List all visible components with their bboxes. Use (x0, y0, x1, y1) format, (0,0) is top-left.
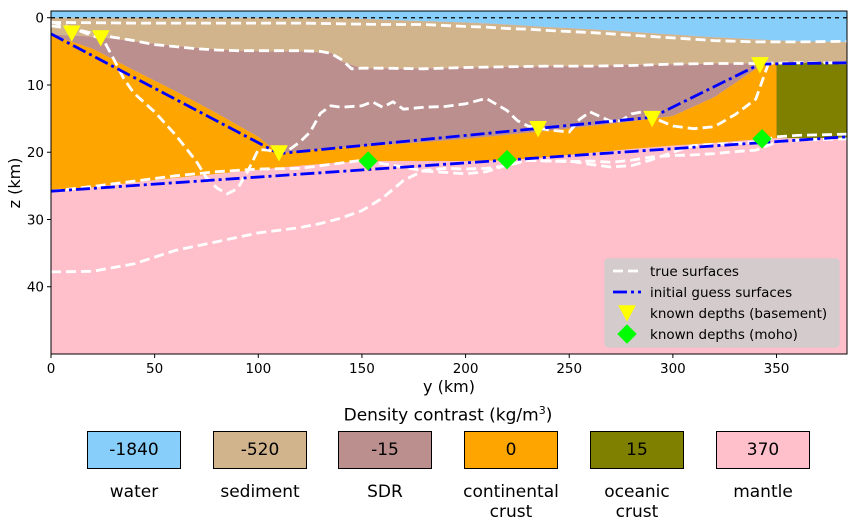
density-swatch: 15 (590, 431, 684, 469)
density-layer-label: oceanic crust (604, 482, 670, 522)
region-oceanic-crust (776, 62, 847, 139)
y-tick-label: 20 (27, 145, 44, 161)
density-swatch: -520 (213, 431, 307, 469)
x-tick-label: 0 (47, 361, 56, 377)
legend-label: known depths (moho) (650, 327, 798, 343)
legend-label: initial guess surfaces (650, 285, 792, 301)
y-axis: 0 10 20 30 40 (27, 11, 51, 296)
markers (62, 25, 772, 171)
series-line-true-surfaces-0 (51, 21, 847, 44)
density-contrast-title: Density contrast (kg/m3) (343, 404, 553, 426)
x-tick-label: 150 (349, 361, 375, 377)
density-value: -15 (371, 440, 399, 460)
legend-label: true surfaces (650, 264, 739, 280)
basement-point (643, 110, 661, 128)
density-layer-label: continental crust (463, 482, 559, 522)
x-tick-label: 50 (146, 361, 163, 377)
moho-point (497, 149, 517, 170)
basement-point (751, 57, 769, 74)
basement-point (529, 120, 547, 138)
y-tick-label: 40 (27, 280, 44, 296)
legend: true surfaces initial guess surfaces known… (604, 258, 840, 348)
density-value: 370 (746, 440, 780, 460)
legend-moho-marker (617, 324, 637, 344)
x-tick-label: 350 (764, 361, 790, 377)
legend-label: known depths (basement) (650, 306, 827, 322)
moho-point (358, 151, 378, 171)
x-tick-label: 100 (245, 361, 271, 377)
density-layer-label: SDR (367, 482, 403, 502)
density-swatch: 370 (716, 431, 810, 469)
basement-point (270, 145, 288, 162)
series-line-true-surfaces-2 (51, 20, 770, 196)
density-layer-label: water (109, 482, 159, 502)
density-value: -1840 (109, 440, 159, 460)
region-sdr (51, 34, 767, 154)
x-tick-label: 300 (660, 361, 686, 377)
density-swatch: -15 (338, 431, 432, 469)
legend-box (604, 258, 840, 348)
region-sediment (51, 17, 847, 69)
series-line-true-surfaces-1 (51, 24, 847, 71)
density-layer-label: sediment (220, 482, 300, 502)
density-value: 15 (626, 440, 648, 460)
region-water (51, 11, 847, 42)
region-continental-crust (51, 34, 777, 192)
basement-point (62, 25, 81, 42)
y-axis-label: z (km) (5, 158, 24, 209)
x-axis: 0 50 100 150 200 250 300 350 (47, 354, 790, 377)
x-axis-label: y (km) (423, 377, 475, 396)
density-swatch: 0 (464, 431, 558, 469)
legend-basement-marker (618, 305, 636, 322)
series-line-initial-guess-surfaces-1 (51, 135, 847, 193)
moho-point (752, 129, 772, 149)
density-swatch: -1840 (87, 431, 181, 469)
x-tick-label: 200 (453, 361, 479, 377)
y-tick-label: 10 (27, 78, 44, 94)
plot-frame (50, 10, 848, 355)
density-value: -520 (240, 440, 280, 460)
density-layer-label: mantle (733, 482, 793, 502)
x-tick-label: 250 (556, 361, 582, 377)
basement-point (91, 30, 110, 47)
cross-section-chart: 0 50 100 150 200 250 300 350 0 10 20 30 40 y (km) z… (5, 10, 848, 396)
y-tick-label: 30 (27, 212, 44, 228)
density-value: 0 (505, 440, 517, 460)
y-tick-label: 0 (35, 11, 44, 27)
series-line-true-surfaces-4 (51, 137, 847, 274)
